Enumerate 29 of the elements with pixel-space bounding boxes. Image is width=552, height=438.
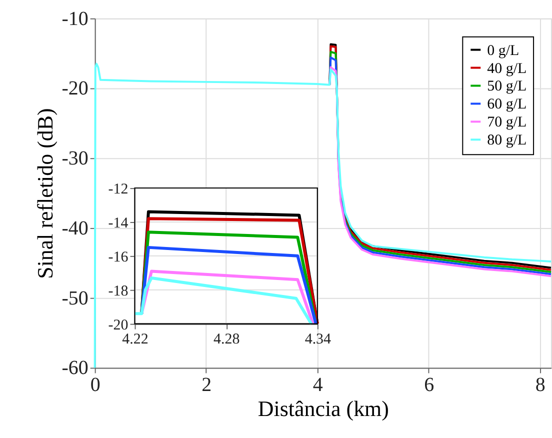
x-tick-label: 8 (535, 374, 546, 396)
legend-label: 50 g/L (487, 78, 527, 95)
y-tick-label: -20 (108, 317, 128, 334)
y-axis-title: Sinal refletido (dB) (32, 108, 58, 279)
x-tick-label: 4.28 (213, 331, 240, 348)
x-tick-label: 4 (312, 374, 323, 396)
x-axis-title: Distância (km) (258, 396, 389, 422)
x-tick-label: 4.34 (304, 331, 332, 348)
y-tick-label: -30 (62, 148, 88, 170)
y-tick-label: -50 (62, 287, 88, 310)
line-series (133, 276, 313, 326)
legend-label: 40 g/L (487, 60, 527, 77)
legend-label: 60 g/L (487, 96, 527, 113)
x-tick-label: 4.22 (122, 331, 148, 348)
y-tick-label: -12 (108, 182, 128, 198)
y-tick-label: -16 (108, 249, 129, 266)
line-series (140, 246, 318, 326)
x-tick-label: 2 (202, 374, 212, 396)
y-tick-label: -14 (108, 215, 129, 232)
y-tick-label: -20 (62, 78, 88, 100)
y-tick-label: -18 (108, 283, 128, 300)
legend-label: 70 g/L (487, 114, 527, 131)
x-tick-label: 6 (424, 374, 434, 396)
y-tick-label: -60 (62, 357, 88, 380)
legend-label: 0 g/L (487, 42, 520, 59)
y-tick-label: -10 (62, 8, 88, 30)
legend-label: 80 g/L (487, 132, 527, 149)
x-tick-label: 0 (90, 374, 100, 396)
y-tick-label: -40 (62, 217, 88, 240)
